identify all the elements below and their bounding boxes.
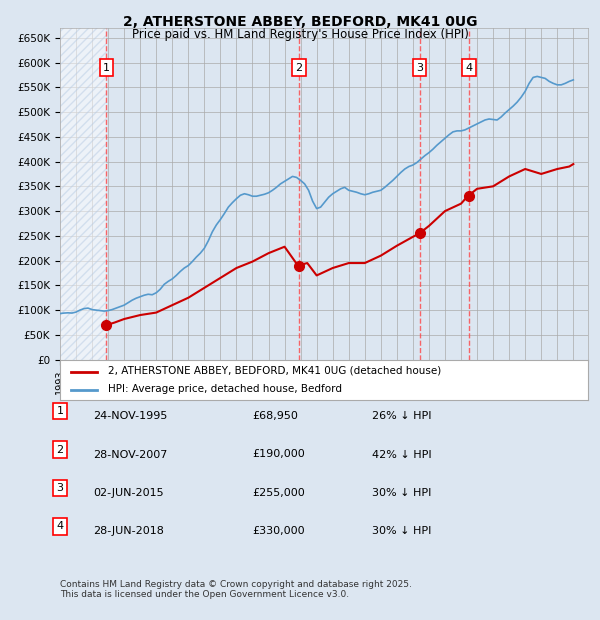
- Text: 2: 2: [56, 445, 64, 454]
- Text: £68,950: £68,950: [252, 411, 298, 421]
- Text: 3: 3: [416, 63, 423, 73]
- Text: £255,000: £255,000: [252, 488, 305, 498]
- Text: 30% ↓ HPI: 30% ↓ HPI: [372, 488, 431, 498]
- Text: 28-NOV-2007: 28-NOV-2007: [93, 450, 167, 459]
- Text: 1: 1: [56, 406, 64, 416]
- Text: HPI: Average price, detached house, Bedford: HPI: Average price, detached house, Bedf…: [107, 384, 341, 394]
- Text: 26% ↓ HPI: 26% ↓ HPI: [372, 411, 431, 421]
- Text: 4: 4: [465, 63, 472, 73]
- Text: 2, ATHERSTONE ABBEY, BEDFORD, MK41 0UG (detached house): 2, ATHERSTONE ABBEY, BEDFORD, MK41 0UG (…: [107, 366, 441, 376]
- Text: 1: 1: [103, 63, 110, 73]
- Text: £330,000: £330,000: [252, 526, 305, 536]
- Text: 24-NOV-1995: 24-NOV-1995: [93, 411, 167, 421]
- Text: 2, ATHERSTONE ABBEY, BEDFORD, MK41 0UG: 2, ATHERSTONE ABBEY, BEDFORD, MK41 0UG: [123, 16, 477, 30]
- Text: Contains HM Land Registry data © Crown copyright and database right 2025.
This d: Contains HM Land Registry data © Crown c…: [60, 580, 412, 599]
- Text: £190,000: £190,000: [252, 450, 305, 459]
- Text: 42% ↓ HPI: 42% ↓ HPI: [372, 450, 431, 459]
- Text: Price paid vs. HM Land Registry's House Price Index (HPI): Price paid vs. HM Land Registry's House …: [131, 28, 469, 41]
- Text: 2: 2: [296, 63, 302, 73]
- Text: 4: 4: [56, 521, 64, 531]
- Text: 3: 3: [56, 483, 64, 493]
- Text: 30% ↓ HPI: 30% ↓ HPI: [372, 526, 431, 536]
- Text: 02-JUN-2015: 02-JUN-2015: [93, 488, 164, 498]
- Text: 28-JUN-2018: 28-JUN-2018: [93, 526, 164, 536]
